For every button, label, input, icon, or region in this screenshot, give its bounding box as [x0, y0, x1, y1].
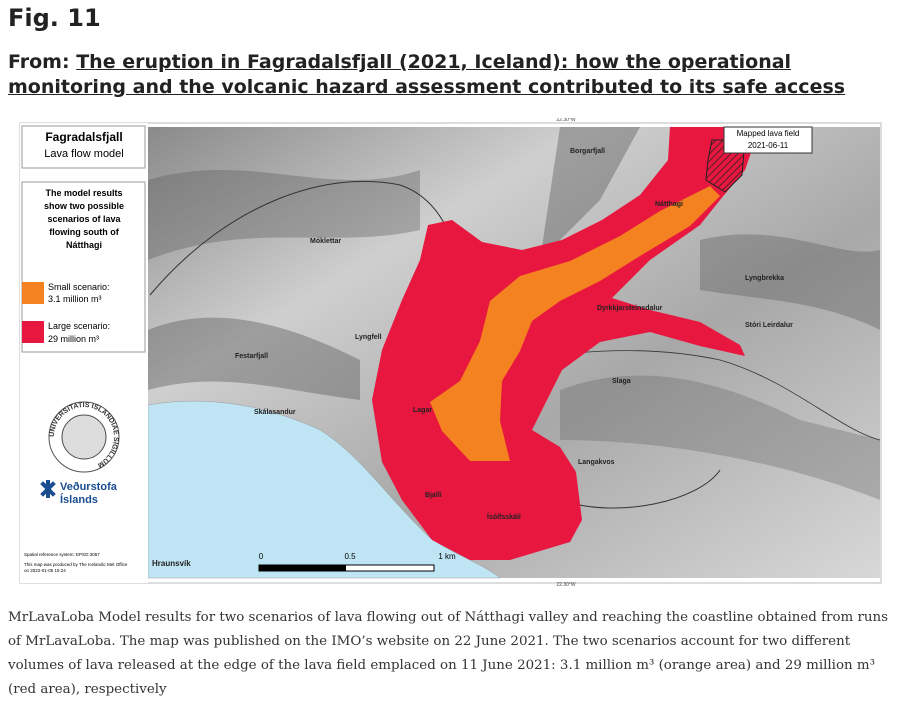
legend-swatch	[22, 321, 44, 343]
legend-description: Nátthagi	[66, 240, 102, 250]
sea	[147, 400, 501, 579]
scale-label: 0.5	[344, 552, 356, 561]
legend-label: Small scenario:	[48, 282, 110, 292]
map-note: on 2022-01-05 15:24	[24, 568, 66, 573]
map-subtitle: Lava flow model	[44, 148, 124, 160]
place-label: Nátthagi	[655, 201, 683, 208]
legend-description: The model results	[45, 188, 122, 198]
legend-description: show two possible	[44, 201, 124, 211]
place-label: Bjalli	[425, 492, 442, 499]
map-note: This map was produced by The Icelandic M…	[24, 562, 128, 567]
legend-swatch	[22, 282, 44, 304]
figure-label: Fig. 11	[8, 4, 101, 32]
place-label: Stóri Leirdalur	[745, 322, 793, 329]
legend-label: Large scenario:	[48, 321, 110, 331]
coordinate-label: 22.30°W	[556, 582, 576, 588]
place-label: Móklettar	[310, 238, 341, 245]
place-label: Lagar	[413, 407, 432, 414]
map-note: Spatial reference system: EPSG:3057	[24, 552, 100, 557]
place-label: Borgarfjall	[570, 148, 605, 155]
map-figure: Mapped lava field 2021-06-11 Borgarfjall…	[19, 118, 882, 588]
legend-volume: 3.1 million m³	[48, 294, 102, 304]
legend-description: scenarios of lava	[47, 214, 121, 224]
legend-volume: 29 million m³	[48, 334, 99, 344]
article-heading: From: The eruption in Fagradalsfjall (20…	[8, 50, 888, 100]
place-label: Langakvos	[578, 459, 615, 466]
mapped-field-label-box	[723, 126, 813, 154]
place-label: Hraunsvík	[152, 559, 191, 568]
place-label: Lyngbrekka	[745, 275, 784, 282]
mapped-field-date: 2021-06-11	[748, 141, 789, 150]
place-label: Lyngfell	[355, 334, 382, 341]
article-link[interactable]: The eruption in Fagradalsfjall (2021, Ic…	[8, 51, 846, 98]
page: {"header": {"figure_label": "Fig. 11", "…	[8, 4, 889, 697]
place-label: Skálasandur	[254, 409, 296, 416]
place-label: Dyrkkjarsteinsdalur	[597, 305, 663, 312]
scale-bar-segment	[259, 565, 346, 571]
imo-logo-mark	[40, 480, 56, 498]
small-scenario-area	[430, 186, 720, 461]
from-prefix: From:	[8, 51, 70, 73]
scale-label: 0	[259, 552, 264, 561]
org-name: Veðurstofa	[60, 481, 118, 493]
title-box	[21, 125, 146, 169]
figure-caption: MrLavaLoba Model results for two scenari…	[8, 610, 889, 697]
mapped-field-label: Mapped lava field	[737, 129, 800, 138]
coordinate-label: 22.30°W	[556, 118, 576, 123]
place-label: Ísólfsskáli	[487, 512, 521, 521]
legend-description: flowing south of	[49, 227, 119, 237]
scale-label: 1 km	[438, 552, 456, 561]
hillshade	[148, 127, 880, 500]
place-label: Festarfjall	[235, 353, 268, 360]
org-name: Íslands	[60, 493, 98, 506]
place-label: Slaga	[612, 378, 631, 385]
map-title: Fagradalsfjall	[45, 130, 122, 144]
